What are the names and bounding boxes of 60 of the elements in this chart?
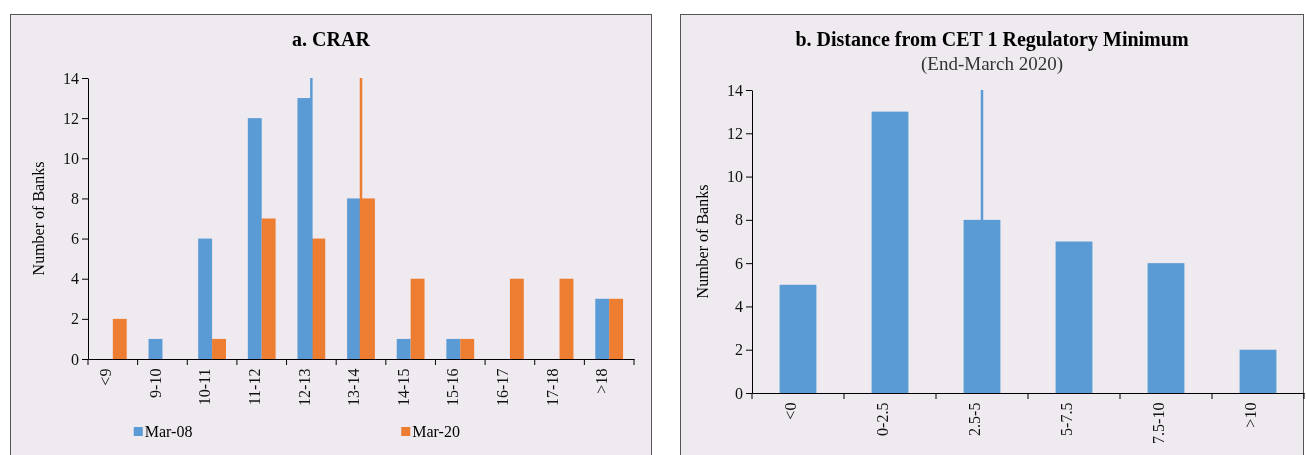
y-tick-label: 0 [71,350,79,368]
y-tick-label: 2 [735,341,743,359]
x-tick-label: 12-13 [295,368,313,406]
y-tick-label: 10 [727,168,743,186]
bar [1239,349,1277,393]
y-axis-title: Number of Banks [30,161,47,276]
x-tick-label: 14-15 [394,368,412,406]
bar [112,318,127,359]
x-tick-label: >18 [593,368,611,394]
bar [347,198,361,359]
y-tick-label: 2 [71,310,79,328]
bar [212,338,226,359]
x-tick-label: >10 [1242,402,1260,428]
bar [509,278,524,359]
bar [595,298,610,359]
bar [609,298,624,359]
bar [871,111,909,393]
x-tick-label: 17-18 [543,368,561,406]
bar [1147,263,1185,393]
bar [779,284,817,393]
x-tick-label: 13-14 [345,368,363,406]
y-tick-label: 14 [727,81,743,99]
bar [198,238,213,359]
x-tick-label: 7.5-10 [1150,402,1168,444]
y-tick-label: 12 [63,109,79,127]
x-tick-label: <0 [782,402,800,420]
x-tick-label: <9 [97,368,115,386]
y-tick-label: 14 [63,69,79,87]
bar [460,338,475,359]
y-tick-label: 6 [735,254,743,272]
x-tick-label: 5-7.5 [1058,402,1076,436]
x-tick-label: 16-17 [494,368,512,406]
bar [410,278,425,359]
y-tick-label: 10 [63,149,79,167]
y-tick-label: 0 [735,384,743,402]
bar [446,338,461,359]
x-tick-label: 0-2.5 [874,402,892,436]
bar [396,338,411,359]
y-tick-label: 12 [727,124,743,142]
y-tick-label: 8 [735,211,743,229]
legend-label: Mar-20 [412,423,460,440]
bar [148,338,163,359]
x-tick-label: 15-16 [444,368,462,406]
chart-title: b. Distance from CET 1 Regulatory Minimum [795,28,1189,51]
y-tick-label: 4 [71,270,79,288]
x-tick-label: 11-12 [245,368,263,406]
bar [247,118,262,359]
chart-title: a. CRAR [292,28,371,50]
bar [1055,241,1093,393]
bar [261,218,276,359]
y-tick-label: 8 [71,190,79,208]
legend-label: Mar-08 [144,423,193,440]
x-tick-label: 10-11 [196,368,214,406]
y-tick-label: 4 [735,298,743,316]
bar [559,278,574,359]
chart-subtitle: (End-March 2020) [921,53,1063,75]
y-axis-title: Number of Banks [694,184,711,299]
x-tick-label: 9-10 [146,368,164,398]
x-tick-label: 2.5-5 [966,402,984,436]
y-tick-label: 6 [71,230,79,248]
